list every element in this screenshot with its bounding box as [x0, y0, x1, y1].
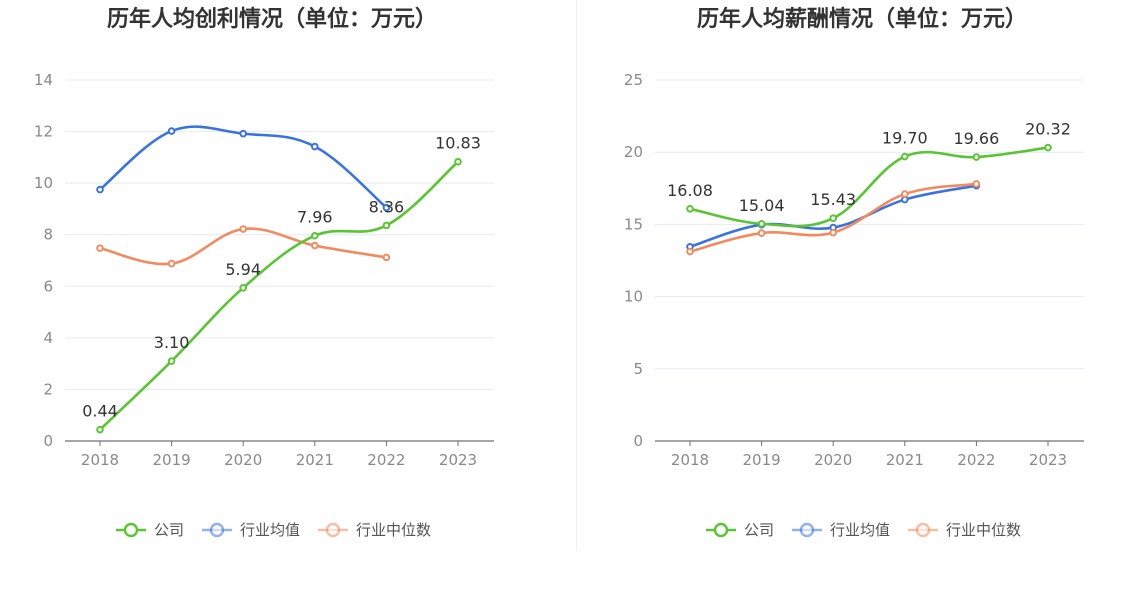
data-point — [239, 129, 247, 138]
data-point — [96, 185, 104, 194]
legend-item-company[interactable]: 公司 — [706, 521, 774, 539]
plot-group: 历年人均薪酬情况（单位：万元） 0 5 10 15 20 25 2018 2019 2020 202… — [624, 6, 1084, 539]
x-tick-label: 2023 — [1029, 451, 1067, 469]
y-tick-label: 12 — [34, 123, 53, 141]
data-point — [382, 253, 391, 262]
y-tick-label: 14 — [34, 71, 53, 89]
series-line-industry-average — [99, 125, 388, 209]
data-point — [167, 259, 176, 268]
legend-item-company[interactable]: 公司 — [116, 521, 184, 539]
data-point — [757, 229, 766, 237]
y-tick-label: 2 — [43, 380, 53, 398]
legend-item-industry-average[interactable]: 行业均值 — [792, 521, 890, 539]
legend-label: 行业均值 — [240, 521, 300, 539]
legend-marker-icon — [713, 522, 729, 538]
data-point — [96, 244, 104, 252]
chart-title: 历年人均创利情况（单位：万元） — [107, 6, 437, 32]
profit-chart-svg: 历年人均创利情况（单位：万元） 0 2 4 6 8 10 12 14 2018 2019 2020 20… — [34, 6, 494, 539]
legend-item-industry-median[interactable]: 行业中位数 — [318, 521, 431, 539]
legend-marker-icon — [123, 522, 139, 538]
legend-label: 公司 — [744, 521, 774, 539]
data-label: 19.70 — [882, 129, 928, 148]
x-tick-label: 2019 — [743, 451, 781, 469]
y-tick-label: 0 — [633, 432, 643, 450]
data-label: 5.94 — [225, 260, 261, 279]
panel-divider — [576, 0, 577, 550]
legend-marker-icon — [915, 522, 931, 538]
x-tick-label: 2023 — [439, 451, 477, 469]
x-tick-label: 2022 — [367, 451, 405, 469]
data-point — [972, 180, 981, 188]
data-label: 8.36 — [369, 197, 405, 216]
y-tick-label: 10 — [34, 174, 53, 192]
data-label: 7.96 — [297, 208, 333, 227]
y-tick-label: 15 — [624, 215, 643, 233]
data-label: 0.44 — [82, 402, 118, 421]
data-point — [686, 247, 694, 256]
y-tick-label: 20 — [624, 143, 643, 161]
data-label: 15.04 — [739, 196, 785, 215]
legend-label: 行业中位数 — [356, 521, 431, 539]
data-point — [686, 205, 694, 213]
salary-per-capita-chart: 历年人均薪酬情况（单位：万元） 0 5 10 15 20 25 2018 2019 2020 202… — [574, 0, 1148, 589]
data-point — [382, 221, 391, 230]
x-tick-label: 2019 — [153, 451, 191, 469]
data-point — [96, 425, 104, 434]
y-tick-label: 5 — [633, 360, 643, 378]
data-point — [167, 127, 176, 135]
plot-group: 历年人均创利情况（单位：万元） 0 2 4 6 8 10 12 14 2018 2019 2020 20… — [34, 6, 494, 539]
profit-per-capita-chart: 历年人均创利情况（单位：万元） 0 2 4 6 8 10 12 14 2018 2019 2020 20… — [34, 6, 494, 539]
x-tick-label: 2020 — [224, 451, 262, 469]
series-line-company — [689, 146, 1049, 228]
data-point — [972, 153, 981, 161]
data-point — [1044, 143, 1052, 152]
data-point — [829, 228, 838, 237]
series-line-company — [99, 160, 459, 431]
legend-item-industry-median[interactable]: 行业中位数 — [908, 521, 1021, 539]
y-tick-label: 10 — [624, 288, 643, 306]
legend-marker-icon — [209, 522, 225, 538]
y-tick-label: 25 — [624, 71, 643, 89]
x-tick-label: 2020 — [814, 451, 852, 469]
data-point — [901, 152, 909, 161]
data-point — [829, 214, 838, 222]
legend-item-industry-average[interactable]: 行业均值 — [202, 521, 300, 539]
legend-marker-icon — [799, 522, 815, 538]
y-tick-label: 0 — [43, 432, 53, 450]
data-point — [311, 231, 319, 240]
legend-label: 公司 — [154, 521, 184, 539]
data-point — [757, 220, 766, 228]
legend-label: 行业均值 — [830, 521, 890, 539]
data-label: 19.66 — [953, 129, 999, 148]
data-point — [382, 203, 391, 212]
data-point — [901, 190, 909, 198]
data-label: 15.43 — [810, 190, 856, 209]
data-point — [454, 157, 462, 166]
salary-chart-svg: 历年人均薪酬情况（单位：万元） 0 5 10 15 20 25 2018 2019 2020 202… — [624, 6, 1084, 539]
data-label: 10.83 — [435, 134, 481, 153]
data-point — [239, 225, 247, 233]
series-line-industry-median — [99, 227, 387, 266]
data-label: 20.32 — [1025, 120, 1071, 139]
legend-marker-icon — [325, 522, 341, 538]
data-point — [239, 284, 247, 292]
x-tick-label: 2021 — [886, 451, 924, 469]
legend-label: 行业中位数 — [946, 521, 1021, 539]
data-point — [167, 357, 176, 365]
data-point — [311, 241, 319, 250]
data-label: 3.10 — [154, 333, 190, 352]
chart-title: 历年人均薪酬情况（单位：万元） — [697, 6, 1027, 32]
y-tick-label: 6 — [43, 277, 53, 295]
y-tick-label: 8 — [43, 226, 53, 244]
y-tick-label: 4 — [43, 329, 53, 347]
data-label: 16.08 — [667, 181, 713, 200]
data-point — [311, 142, 319, 151]
x-tick-label: 2021 — [296, 451, 334, 469]
x-tick-label: 2022 — [957, 451, 995, 469]
x-tick-label: 2018 — [81, 451, 119, 469]
x-tick-label: 2018 — [671, 451, 709, 469]
